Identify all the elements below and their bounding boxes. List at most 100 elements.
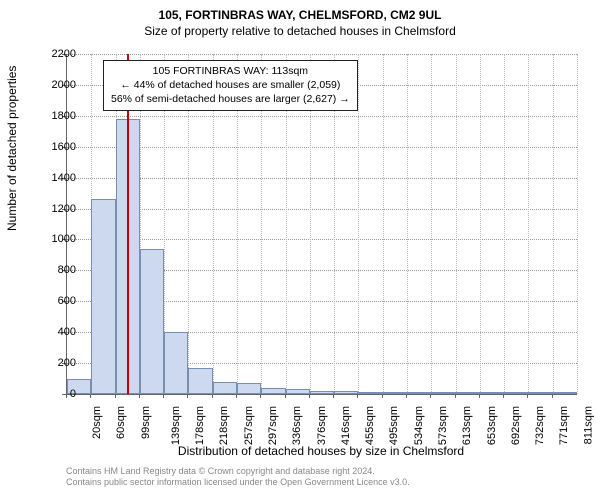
x-tick — [455, 394, 456, 398]
annotation-box: 105 FORTINBRAS WAY: 113sqm ← 44% of deta… — [103, 60, 358, 111]
y-axis-label: Number of detached properties — [5, 66, 19, 231]
x-tick — [66, 394, 67, 398]
x-tick-label: 20sqm — [91, 406, 103, 439]
histogram-bar — [237, 383, 261, 394]
grid-line — [67, 239, 577, 240]
x-tick — [260, 394, 261, 398]
y-tick-label: 2200 — [38, 48, 76, 60]
annotation-line1: 105 FORTINBRAS WAY: 113sqm — [111, 64, 350, 78]
x-tick — [115, 394, 116, 398]
x-tick — [139, 394, 140, 398]
annotation-line2: ← 44% of detached houses are smaller (2,… — [111, 78, 350, 92]
y-tick-label: 1400 — [38, 172, 76, 184]
y-tick-label: 600 — [38, 295, 76, 307]
histogram-bar — [213, 382, 237, 394]
x-tick — [163, 394, 164, 398]
histogram-bar — [504, 392, 528, 394]
x-tick-label: 455sqm — [364, 406, 376, 445]
grid-line — [456, 54, 457, 394]
histogram-bar — [140, 249, 164, 394]
histogram-bar — [310, 391, 334, 394]
grid-line — [528, 54, 529, 394]
grid-line — [67, 178, 577, 179]
footer-text: Contains HM Land Registry data © Crown c… — [66, 466, 410, 489]
histogram-bar — [261, 388, 285, 394]
x-tick — [90, 394, 91, 398]
x-tick-label: 60sqm — [115, 406, 127, 439]
x-tick — [285, 394, 286, 398]
annotation-line3: 56% of semi-detached houses are larger (… — [111, 92, 350, 106]
x-tick — [552, 394, 553, 398]
x-axis-label: Distribution of detached houses by size … — [66, 444, 576, 458]
histogram-bar — [431, 392, 455, 394]
x-tick — [187, 394, 188, 398]
histogram-bar — [91, 199, 115, 394]
x-tick-label: 692sqm — [510, 406, 522, 445]
x-tick-label: 257sqm — [243, 406, 255, 445]
x-tick — [309, 394, 310, 398]
footer-line2: Contains public sector information licen… — [66, 477, 410, 488]
x-tick — [430, 394, 431, 398]
chart-title: 105, FORTINBRAS WAY, CHELMSFORD, CM2 9UL — [8, 8, 592, 22]
footer-line1: Contains HM Land Registry data © Crown c… — [66, 466, 410, 477]
grid-line — [67, 147, 577, 148]
y-tick-label: 0 — [38, 388, 76, 400]
x-tick — [333, 394, 334, 398]
grid-line — [480, 54, 481, 394]
x-tick-label: 771sqm — [559, 406, 571, 445]
grid-line — [407, 54, 408, 394]
x-tick — [382, 394, 383, 398]
histogram-bar — [407, 392, 431, 394]
histogram-bar — [553, 392, 577, 394]
x-tick-label: 218sqm — [219, 406, 231, 445]
x-tick-label: 653sqm — [486, 406, 498, 445]
x-tick-label: 534sqm — [413, 406, 425, 445]
histogram-bar — [528, 392, 552, 394]
x-tick — [357, 394, 358, 398]
y-tick-label: 1000 — [38, 233, 76, 245]
x-tick-label: 811sqm — [582, 406, 594, 444]
y-tick-label: 200 — [38, 357, 76, 369]
y-tick-label: 800 — [38, 264, 76, 276]
x-tick-label: 297sqm — [267, 406, 279, 445]
x-tick-label: 416sqm — [340, 406, 352, 445]
x-tick — [406, 394, 407, 398]
x-tick-label: 376sqm — [316, 406, 328, 445]
grid-line — [67, 116, 577, 117]
grid-line — [67, 54, 577, 55]
x-tick — [503, 394, 504, 398]
grid-line — [504, 54, 505, 394]
x-tick-label: 336sqm — [291, 406, 303, 445]
x-tick-label: 178sqm — [194, 406, 206, 445]
y-tick-label: 1600 — [38, 141, 76, 153]
plot-area: 105 FORTINBRAS WAY: 113sqm ← 44% of deta… — [66, 54, 577, 395]
x-tick-label: 495sqm — [389, 406, 401, 445]
histogram-bar — [334, 391, 358, 394]
x-tick-label: 573sqm — [437, 406, 449, 445]
grid-line — [431, 54, 432, 394]
histogram-bar — [456, 392, 480, 394]
x-tick — [527, 394, 528, 398]
histogram-bar — [358, 392, 382, 394]
y-tick-label: 1200 — [38, 203, 76, 215]
y-tick-label: 400 — [38, 326, 76, 338]
histogram-bar — [188, 368, 212, 394]
x-tick-label: 99sqm — [140, 406, 152, 439]
chart-container: 105, FORTINBRAS WAY, CHELMSFORD, CM2 9UL… — [8, 8, 592, 492]
chart-subtitle: Size of property relative to detached ho… — [8, 24, 592, 38]
grid-line — [383, 54, 384, 394]
x-tick-label: 139sqm — [170, 406, 182, 445]
x-tick — [212, 394, 213, 398]
grid-line — [358, 54, 359, 394]
histogram-bar — [383, 392, 407, 394]
grid-line — [553, 54, 554, 394]
histogram-bar — [164, 332, 188, 394]
y-tick-label: 2000 — [38, 79, 76, 91]
x-tick — [236, 394, 237, 398]
x-tick — [479, 394, 480, 398]
histogram-bar — [480, 392, 504, 394]
grid-line — [67, 209, 577, 210]
grid-line — [577, 54, 578, 394]
histogram-bar — [286, 389, 310, 394]
y-tick-label: 1800 — [38, 110, 76, 122]
